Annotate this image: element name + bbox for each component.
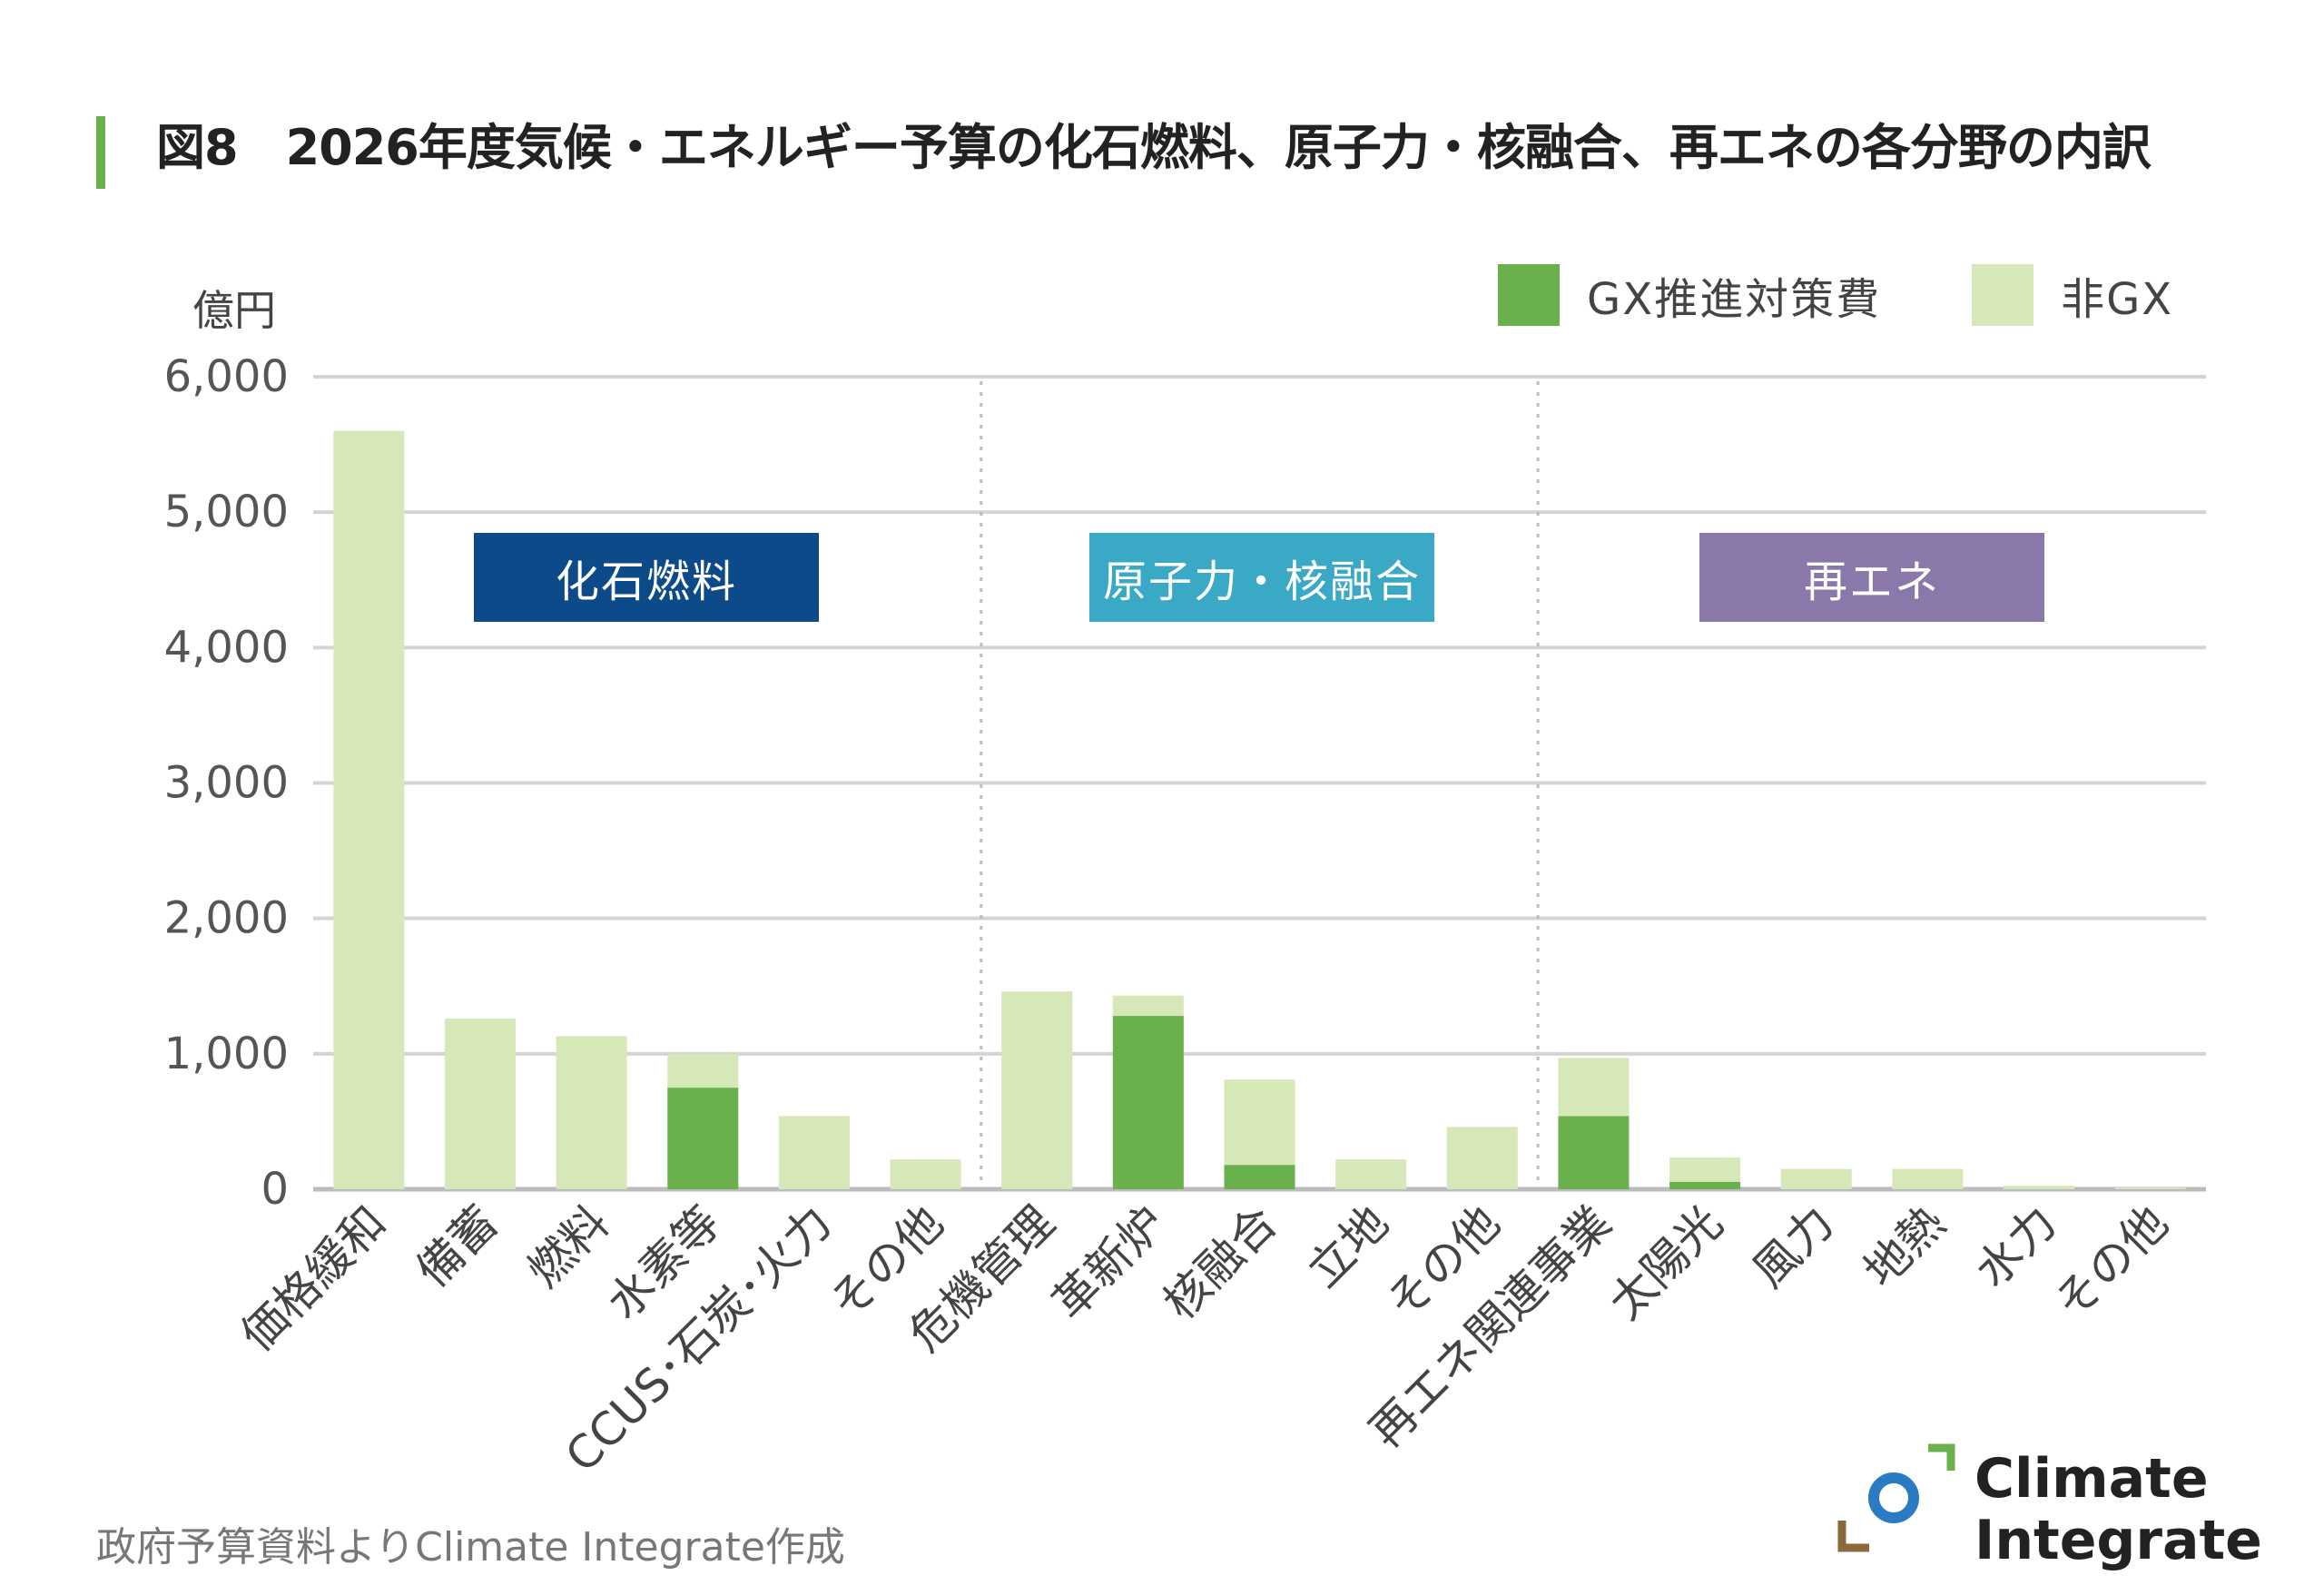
bar-non-gx [667, 1053, 739, 1088]
grid-lines [313, 375, 2206, 1192]
bar-non-gx [333, 430, 405, 1190]
x-tick-label: 太陽光 [1599, 1196, 1732, 1329]
bars [333, 430, 2186, 1190]
bar-non-gx [1892, 1168, 1964, 1189]
logo-text: Climate Integrate [1974, 1448, 2262, 1571]
legend-swatch-gx [1498, 264, 1560, 326]
legend-swatch-non-gx [1972, 264, 2034, 326]
y-tick-label: 2,000 [164, 893, 289, 944]
x-tick-label: 価格緩和 [231, 1196, 396, 1361]
category-box-nuclear: 原子力・核融合 [1089, 533, 1434, 622]
y-tick-label: 0 [261, 1164, 289, 1215]
bar-non-gx [1224, 1079, 1295, 1166]
x-tick-label: 備蓄 [407, 1196, 508, 1297]
y-tick-label: 3,000 [164, 758, 289, 809]
x-tick-label: 立地 [1297, 1196, 1399, 1297]
y-tick-label: 5,000 [164, 487, 289, 537]
y-axis-ticks: 0 1,000 2,000 3,000 4,000 5,000 6,000 [164, 351, 289, 1215]
logo-text-line1: Climate [1974, 1447, 2209, 1511]
y-tick-label: 4,000 [164, 622, 289, 673]
logo-text-line2: Integrate [1974, 1509, 2262, 1572]
title-accent-bar [96, 116, 105, 189]
legend-label-non-gx: 非GX [2061, 274, 2174, 325]
bar-non-gx [778, 1116, 850, 1189]
x-tick-label: 地熱 [1854, 1196, 1955, 1297]
bar-gx [1558, 1116, 1630, 1189]
bar-non-gx [2004, 1186, 2075, 1189]
source-note: 政府予算資料よりClimate Integrate作成 [96, 1524, 845, 1570]
bar-non-gx [1112, 995, 1184, 1017]
bar-gx [1224, 1165, 1295, 1189]
legend: GX推進対策費 非GX [1498, 263, 2173, 327]
bar-non-gx [1001, 991, 1073, 1189]
x-tick-label: 風力 [1742, 1196, 1844, 1297]
y-axis-label: 億円 [192, 286, 276, 335]
legend-label-gx: GX推進対策費 [1587, 274, 1882, 325]
bar-gx [1112, 1016, 1184, 1189]
x-tick-label: 核融合 [1154, 1196, 1287, 1329]
category-box-fossil: 化石燃料 [474, 533, 819, 622]
x-tick-label: その他 [2044, 1196, 2178, 1329]
bar-non-gx [1780, 1168, 1852, 1189]
bar-non-gx [2114, 1187, 2186, 1189]
group-dividers [980, 381, 1540, 1189]
x-tick-label: 革新炉 [1042, 1196, 1176, 1329]
bar-gx [667, 1088, 739, 1189]
bar-non-gx [556, 1036, 627, 1189]
chart-title: 図8 2026年度気候・エネルギー予算の化石燃料、原子力・核融合、再エネの各分野… [156, 119, 2152, 176]
category-box-renewable: 再エネ [1699, 533, 2044, 622]
x-tick-label: 燃料 [517, 1196, 619, 1297]
climate-integrate-logo-icon [1837, 1443, 1955, 1552]
y-tick-label: 1,000 [164, 1029, 289, 1079]
bar-non-gx [1335, 1159, 1407, 1189]
bar-gx [1669, 1181, 1741, 1189]
bar-non-gx [1446, 1127, 1518, 1189]
x-tick-label: 水力 [1965, 1196, 2067, 1297]
bar-non-gx [890, 1159, 961, 1189]
bar-non-gx [1558, 1058, 1630, 1117]
bar-non-gx [1669, 1157, 1741, 1182]
bar-non-gx [444, 1019, 516, 1189]
y-tick-label: 6,000 [164, 351, 289, 402]
